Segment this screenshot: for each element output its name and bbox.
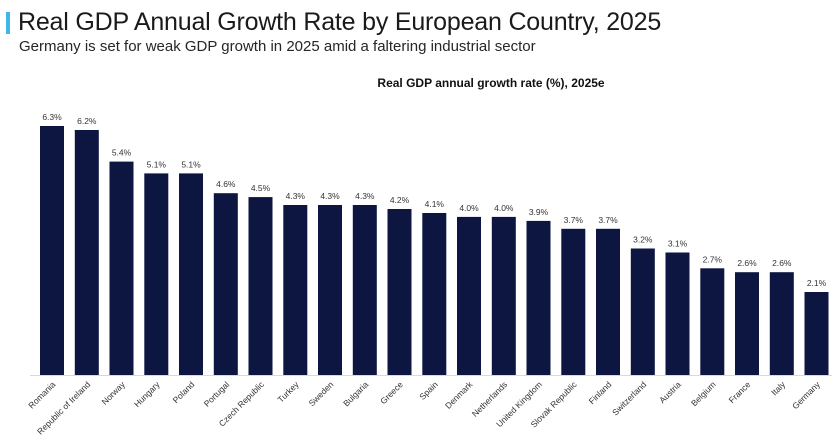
x-tick-label: Switzerland (610, 379, 648, 417)
x-tick-label: Germany (790, 379, 822, 411)
data-label: 3.7% (598, 215, 618, 225)
data-label: 2.7% (703, 254, 723, 264)
x-tick-label: Austria (657, 379, 683, 405)
x-tick-label: Greece (378, 379, 405, 406)
x-tick-label: Spain (417, 379, 440, 402)
bar-norway (109, 161, 134, 375)
bar-portugal (213, 193, 238, 375)
bar-bulgaria (352, 205, 377, 375)
page-subtitle: Germany is set for weak GDP growth in 20… (19, 38, 536, 55)
data-label: 4.1% (425, 199, 445, 209)
x-tick-label: Denmark (443, 379, 475, 411)
data-label: 4.5% (251, 183, 271, 193)
x-tick-label: Turkey (275, 379, 301, 405)
data-label: 4.2% (390, 195, 410, 205)
bar-sweden (318, 205, 342, 375)
data-label: 4.0% (494, 203, 514, 213)
bar-hungary (144, 173, 169, 375)
x-tick-label: Sweden (307, 379, 336, 408)
data-label: 4.6% (216, 179, 236, 189)
data-label: 5.1% (181, 159, 201, 169)
bar-finland (596, 228, 620, 375)
data-label: 5.1% (147, 159, 167, 169)
x-tick-label: Belgium (689, 379, 718, 408)
x-tick-label: Italy (769, 379, 788, 398)
bar-czech-republic (248, 197, 273, 375)
bar-switzerland (630, 248, 655, 375)
data-label: 6.3% (42, 112, 62, 122)
bar-turkey (283, 205, 308, 375)
data-label: 4.3% (286, 191, 306, 201)
x-tick-label: Bulgaria (341, 379, 370, 408)
x-tick-label: Norway (99, 379, 127, 407)
bar-spain (422, 213, 447, 375)
bar-republic-of-ireland (74, 130, 99, 375)
data-label: 2.1% (807, 278, 827, 288)
data-label: 3.1% (668, 239, 688, 249)
bar-germany (804, 292, 829, 375)
data-label: 5.4% (112, 148, 132, 158)
data-label: 2.6% (772, 258, 792, 268)
data-label: 3.2% (633, 235, 653, 245)
chart-title: Real GDP annual growth rate (%), 2025e (377, 76, 605, 90)
bar-denmark (457, 216, 481, 375)
title-accent-bar (6, 12, 10, 34)
data-label: 3.7% (564, 215, 584, 225)
data-label: 4.0% (459, 203, 479, 213)
bar-belgium (700, 268, 725, 375)
x-tick-label: Portugal (202, 379, 232, 409)
x-tick-label: Finland (587, 379, 614, 406)
data-label: 4.3% (355, 191, 375, 201)
x-tick-label: France (727, 379, 753, 405)
bar-slovak-republic (561, 228, 586, 375)
bar-france (735, 272, 759, 375)
page-title: Real GDP Annual Growth Rate by European … (18, 8, 662, 36)
data-label: 6.2% (77, 116, 97, 126)
x-tick-label: Hungary (132, 379, 162, 409)
x-tick-label: Poland (171, 379, 197, 405)
x-tick-label: Romania (26, 379, 57, 410)
data-label: 3.9% (529, 207, 549, 217)
bar-poland (179, 173, 203, 375)
bar-netherlands (491, 216, 516, 375)
bar-united-kingdom (526, 220, 551, 375)
bar-italy (769, 272, 794, 375)
bar-greece (387, 209, 412, 375)
data-label: 2.6% (737, 258, 757, 268)
bar-austria (665, 252, 690, 375)
bar-romania (40, 126, 64, 375)
data-label: 4.3% (320, 191, 340, 201)
